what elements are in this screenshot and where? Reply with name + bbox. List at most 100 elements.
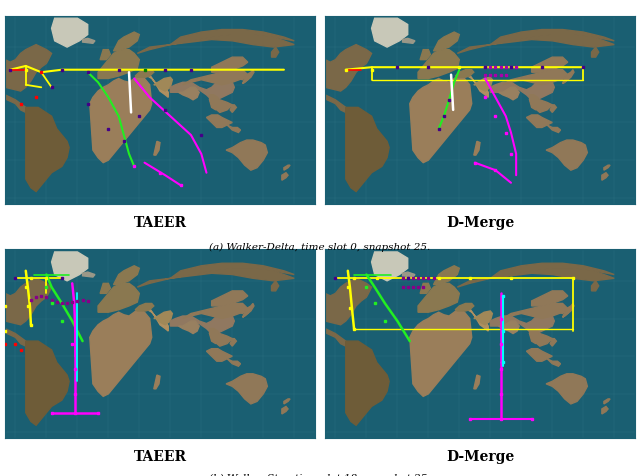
Polygon shape — [236, 76, 244, 80]
Polygon shape — [170, 264, 294, 279]
Polygon shape — [527, 116, 552, 128]
Polygon shape — [556, 309, 564, 314]
Text: TAEER: TAEER — [134, 449, 186, 463]
Polygon shape — [372, 19, 408, 48]
Polygon shape — [490, 79, 554, 100]
Polygon shape — [138, 268, 294, 288]
Polygon shape — [550, 106, 556, 113]
Polygon shape — [90, 309, 152, 397]
Polygon shape — [83, 272, 95, 278]
Polygon shape — [83, 39, 95, 44]
Polygon shape — [532, 58, 568, 73]
Polygon shape — [403, 39, 415, 44]
Polygon shape — [529, 96, 540, 111]
Polygon shape — [563, 79, 569, 84]
Polygon shape — [209, 331, 232, 347]
Polygon shape — [307, 319, 349, 347]
Polygon shape — [145, 76, 168, 98]
Polygon shape — [212, 291, 248, 307]
Polygon shape — [284, 166, 290, 171]
Polygon shape — [135, 70, 154, 78]
Polygon shape — [591, 48, 599, 58]
Polygon shape — [563, 70, 574, 84]
Polygon shape — [604, 399, 610, 404]
Polygon shape — [227, 126, 241, 133]
Polygon shape — [154, 78, 172, 92]
Polygon shape — [474, 142, 480, 156]
Polygon shape — [100, 284, 111, 294]
Polygon shape — [26, 108, 69, 192]
Polygon shape — [209, 96, 220, 111]
Polygon shape — [271, 48, 279, 58]
Polygon shape — [433, 33, 460, 52]
Polygon shape — [410, 309, 472, 397]
Polygon shape — [547, 359, 561, 367]
Polygon shape — [502, 304, 568, 319]
Polygon shape — [226, 141, 268, 171]
Polygon shape — [563, 304, 574, 317]
Polygon shape — [0, 266, 52, 325]
Polygon shape — [255, 42, 289, 56]
Polygon shape — [420, 50, 431, 60]
Polygon shape — [209, 98, 232, 113]
Polygon shape — [255, 275, 289, 289]
Polygon shape — [179, 88, 199, 100]
Polygon shape — [179, 321, 199, 334]
Polygon shape — [98, 284, 140, 313]
Polygon shape — [255, 33, 372, 92]
Polygon shape — [243, 70, 254, 84]
Text: TAEER: TAEER — [134, 216, 186, 230]
Polygon shape — [602, 407, 608, 414]
Polygon shape — [455, 304, 474, 311]
Polygon shape — [100, 50, 111, 60]
Polygon shape — [98, 50, 140, 79]
Polygon shape — [90, 76, 152, 163]
Polygon shape — [458, 36, 614, 54]
Polygon shape — [113, 266, 140, 285]
Polygon shape — [490, 30, 614, 46]
Polygon shape — [418, 50, 460, 79]
Polygon shape — [207, 349, 232, 361]
Polygon shape — [135, 304, 154, 311]
Text: D-Merge: D-Merge — [446, 449, 514, 463]
Polygon shape — [271, 281, 279, 291]
Polygon shape — [410, 76, 472, 163]
Polygon shape — [563, 313, 569, 317]
Polygon shape — [547, 126, 561, 133]
Polygon shape — [212, 58, 248, 73]
Polygon shape — [529, 329, 540, 344]
Polygon shape — [0, 33, 52, 92]
Polygon shape — [591, 281, 599, 291]
Polygon shape — [207, 116, 232, 128]
Polygon shape — [236, 309, 244, 314]
Polygon shape — [52, 19, 88, 48]
Polygon shape — [26, 341, 69, 426]
Text: (b) Walker-Star, time slot 18, snapshot 25.: (b) Walker-Star, time slot 18, snapshot … — [209, 473, 431, 476]
Polygon shape — [170, 79, 234, 100]
Polygon shape — [499, 88, 519, 100]
Polygon shape — [474, 375, 480, 389]
Polygon shape — [227, 359, 241, 367]
Polygon shape — [490, 313, 554, 334]
Polygon shape — [403, 272, 415, 278]
Polygon shape — [209, 329, 220, 344]
Polygon shape — [418, 284, 460, 313]
Text: D-Merge: D-Merge — [446, 216, 514, 230]
Polygon shape — [546, 141, 588, 171]
Polygon shape — [230, 106, 236, 113]
Polygon shape — [346, 341, 389, 426]
Polygon shape — [230, 339, 236, 347]
Polygon shape — [474, 311, 492, 325]
Polygon shape — [307, 86, 349, 113]
Polygon shape — [465, 76, 488, 98]
Polygon shape — [529, 331, 552, 347]
Polygon shape — [282, 173, 288, 181]
Polygon shape — [243, 304, 254, 317]
Polygon shape — [154, 375, 160, 389]
Polygon shape — [420, 284, 431, 294]
Polygon shape — [255, 266, 372, 325]
Polygon shape — [465, 309, 488, 331]
Polygon shape — [182, 304, 248, 319]
Polygon shape — [602, 173, 608, 181]
Polygon shape — [243, 79, 249, 84]
